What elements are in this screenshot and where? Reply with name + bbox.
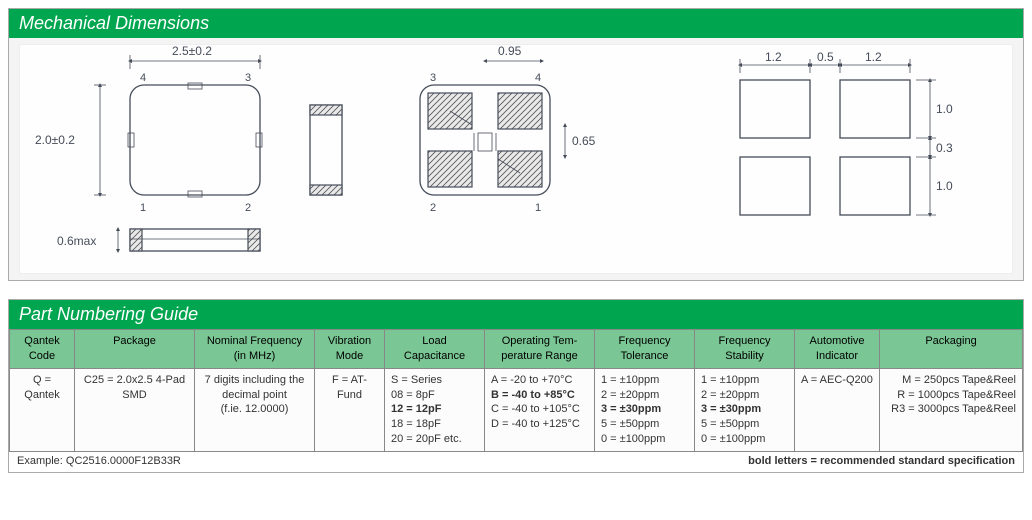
svg-text:2: 2 <box>430 202 436 214</box>
svg-text:1.0: 1.0 <box>936 102 953 116</box>
partnum-panel: Part Numbering Guide Qantek CodePackageN… <box>8 299 1024 473</box>
col-header: Operating Tem- perature Range <box>485 330 595 369</box>
svg-text:1: 1 <box>140 202 146 214</box>
col-header: Vibration Mode <box>315 330 385 369</box>
pn-line: A = AEC-Q200 <box>801 373 873 388</box>
pn-line: 5 = ±50ppm <box>701 417 788 432</box>
svg-text:3: 3 <box>430 72 436 84</box>
pn-line: 0 = ±100ppm <box>601 432 688 447</box>
pn-line: C = -40 to +105°C <box>491 402 588 417</box>
svg-text:3: 3 <box>245 72 251 84</box>
pn-line: 2 = ±20ppm <box>701 388 788 403</box>
pn-cell: A = -20 to +70°CB = -40 to +85°CC = -40 … <box>485 368 595 451</box>
svg-text:4: 4 <box>535 72 541 84</box>
partnum-body: Qantek CodePackageNominal Frequency (in … <box>9 329 1023 472</box>
pn-cell: 1 = ±10ppm2 = ±20ppm3 = ±30ppm5 = ±50ppm… <box>595 368 695 451</box>
partnum-title: Part Numbering Guide <box>9 300 1023 329</box>
svg-text:0.6max: 0.6max <box>57 234 96 248</box>
col-header: Nominal Frequency (in MHz) <box>195 330 315 369</box>
mechanical-body: 4 3 1 2 2.5±0.2 2.0±0.2 <box>9 38 1023 280</box>
pn-line: 12 = 12pF <box>391 402 478 417</box>
pn-line: M = 250pcs Tape&Reel <box>886 373 1016 388</box>
pn-line: R = 1000pcs Tape&Reel <box>886 388 1016 403</box>
pn-line: S = Series <box>391 373 478 388</box>
pn-line: 0 = ±100ppm <box>701 432 788 447</box>
svg-text:0.5: 0.5 <box>817 50 834 64</box>
pn-line: Q = Qantek <box>16 373 68 403</box>
pn-line: A = -20 to +70°C <box>491 373 588 388</box>
col-header: Frequency Tolerance <box>595 330 695 369</box>
svg-text:1.2: 1.2 <box>765 50 782 64</box>
svg-text:2.5±0.2: 2.5±0.2 <box>172 45 212 58</box>
svg-text:0.65: 0.65 <box>572 134 596 148</box>
svg-text:0.3: 0.3 <box>936 141 953 155</box>
example-text: Example: QC2516.0000F12B33R <box>17 455 181 467</box>
pn-cell: M = 250pcs Tape&ReelR = 1000pcs Tape&Ree… <box>880 368 1023 451</box>
pn-line: 18 = 18pF <box>391 417 478 432</box>
pn-cell: 7 digits including the decimal point(f.i… <box>195 368 315 451</box>
partnum-footer: Example: QC2516.0000F12B33R bold letters… <box>9 452 1023 472</box>
mechanical-panel: Mechanical Dimensions <box>8 8 1024 281</box>
pn-line: C25 = 2.0x2.5 4-Pad SMD <box>81 373 188 403</box>
pn-line: B = -40 to +85°C <box>491 388 588 403</box>
svg-text:0.95: 0.95 <box>498 45 522 58</box>
pn-line: 3 = ±30ppm <box>601 402 688 417</box>
pn-cell: 1 = ±10ppm2 = ±20ppm3 = ±30ppm5 = ±50ppm… <box>695 368 795 451</box>
pn-line: R3 = 3000pcs Tape&Reel <box>886 402 1016 417</box>
pn-cell: S = Series08 = 8pF12 = 12pF18 = 18pF20 =… <box>385 368 485 451</box>
pn-line: 08 = 8pF <box>391 388 478 403</box>
svg-text:4: 4 <box>140 72 146 84</box>
col-header: Automotive Indicator <box>795 330 880 369</box>
col-header: Load Capacitance <box>385 330 485 369</box>
svg-text:2: 2 <box>245 202 251 214</box>
col-header: Frequency Stability <box>695 330 795 369</box>
pn-cell: C25 = 2.0x2.5 4-Pad SMD <box>75 368 195 451</box>
svg-text:1: 1 <box>535 202 541 214</box>
col-header: Package <box>75 330 195 369</box>
pn-line: 3 = ±30ppm <box>701 402 788 417</box>
pn-cell: F = AT-Fund <box>315 368 385 451</box>
svg-text:2.0±0.2: 2.0±0.2 <box>35 133 75 147</box>
pn-line: (f.ie. 12.0000) <box>201 402 308 417</box>
pn-line: 1 = ±10ppm <box>701 373 788 388</box>
pn-line: 20 = 20pF etc. <box>391 432 478 447</box>
svg-text:1.2: 1.2 <box>865 50 882 64</box>
pn-line: 5 = ±50ppm <box>601 417 688 432</box>
pn-cell: Q = Qantek <box>10 368 75 451</box>
svg-text:1.0: 1.0 <box>936 179 953 193</box>
pn-line: 2 = ±20ppm <box>601 388 688 403</box>
pn-cell: A = AEC-Q200 <box>795 368 880 451</box>
col-header: Packaging <box>880 330 1023 369</box>
mechanical-title: Mechanical Dimensions <box>9 9 1023 38</box>
col-header: Qantek Code <box>10 330 75 369</box>
pn-line: F = AT-Fund <box>321 373 378 403</box>
mechanical-diagram: 4 3 1 2 2.5±0.2 2.0±0.2 <box>19 44 1013 274</box>
bold-hint: bold letters = recommended standard spec… <box>748 455 1015 467</box>
partnum-table: Qantek CodePackageNominal Frequency (in … <box>9 329 1023 452</box>
pn-line: 7 digits including the decimal point <box>201 373 308 403</box>
pn-line: 1 = ±10ppm <box>601 373 688 388</box>
pn-line: D = -40 to +125°C <box>491 417 588 432</box>
